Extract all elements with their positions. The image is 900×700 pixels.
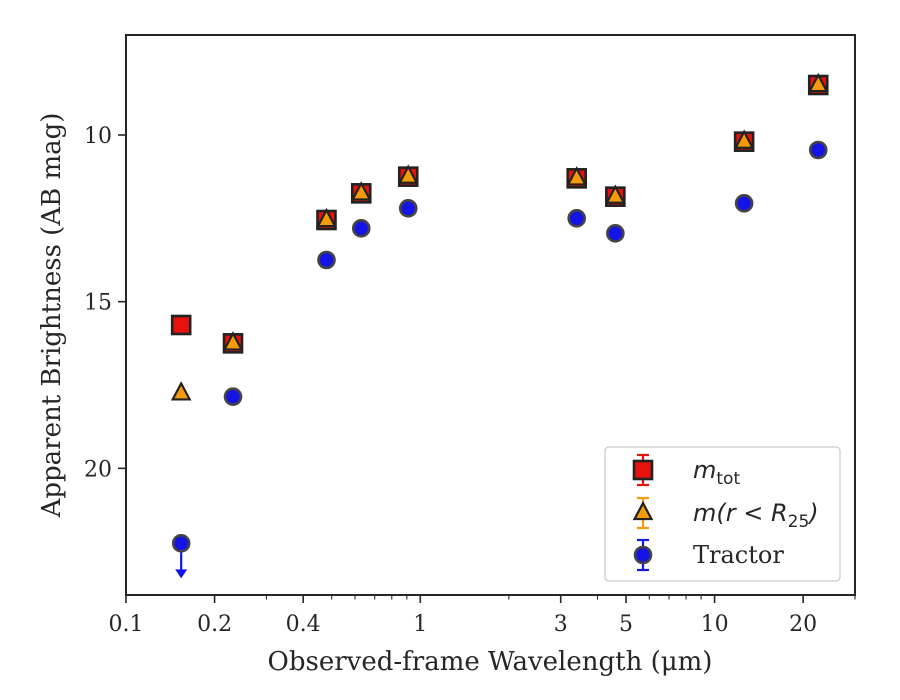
x-tick-label: 0.1 [109,612,144,637]
series-tractor [171,140,828,579]
data-point [316,207,337,228]
x-tick-label: 3 [554,612,568,637]
y-axis-label: Apparent Brightness (AB mag) [37,113,67,519]
x-tick-label: 0.2 [197,612,232,637]
data-point [171,534,191,553]
data-point [397,164,419,184]
x-tick-label: 1 [413,612,427,637]
series-mr25 [170,72,829,401]
data-point [606,224,625,243]
data-point [351,219,371,238]
data-point [222,331,244,351]
plot-frame [125,34,856,596]
legend-label: mtot [693,456,740,489]
legend-box [604,446,841,582]
data-point [807,72,829,93]
legend-entry-mr25: m(r < R25) [632,496,819,532]
x-tick-label: 5 [619,612,633,637]
series-mtot [170,74,829,354]
data-point [223,387,243,406]
legend-marker [632,459,654,481]
plot-area [170,72,829,579]
axes: 0.1 0.2 0.4 1 3 5 10 20 10 15 20 [84,34,856,637]
y-tick-label: 10 [84,124,112,149]
data-point [567,209,587,228]
x-tick-label: 0.4 [286,612,321,637]
data-point [808,140,828,160]
data-point [317,250,336,270]
y-tick-label: 20 [84,457,112,482]
data-point [566,166,588,186]
data-point [170,314,192,336]
data-point [398,199,418,218]
legend-marker [633,545,653,565]
data-point [734,194,754,213]
data-point [170,381,192,401]
data-point [605,184,626,204]
x-tick-label: 20 [789,612,817,637]
legend-label: Tractor [693,541,784,569]
legend: mtot m(r < R25) Tractor [604,446,841,582]
arrow-head [175,569,188,579]
y-tick-label: 15 [84,291,112,316]
data-point [733,129,755,149]
x-tick-label: 10 [701,612,729,637]
data-point [350,181,372,201]
legend-entry-mtot: mtot [632,453,740,489]
legend-entry-tractor: Tractor [633,538,784,572]
x-axis-label: Observed-frame Wavelength (μm) [268,647,713,677]
legend-marker [632,500,654,521]
legend-label: m(r < R25) [693,499,819,532]
